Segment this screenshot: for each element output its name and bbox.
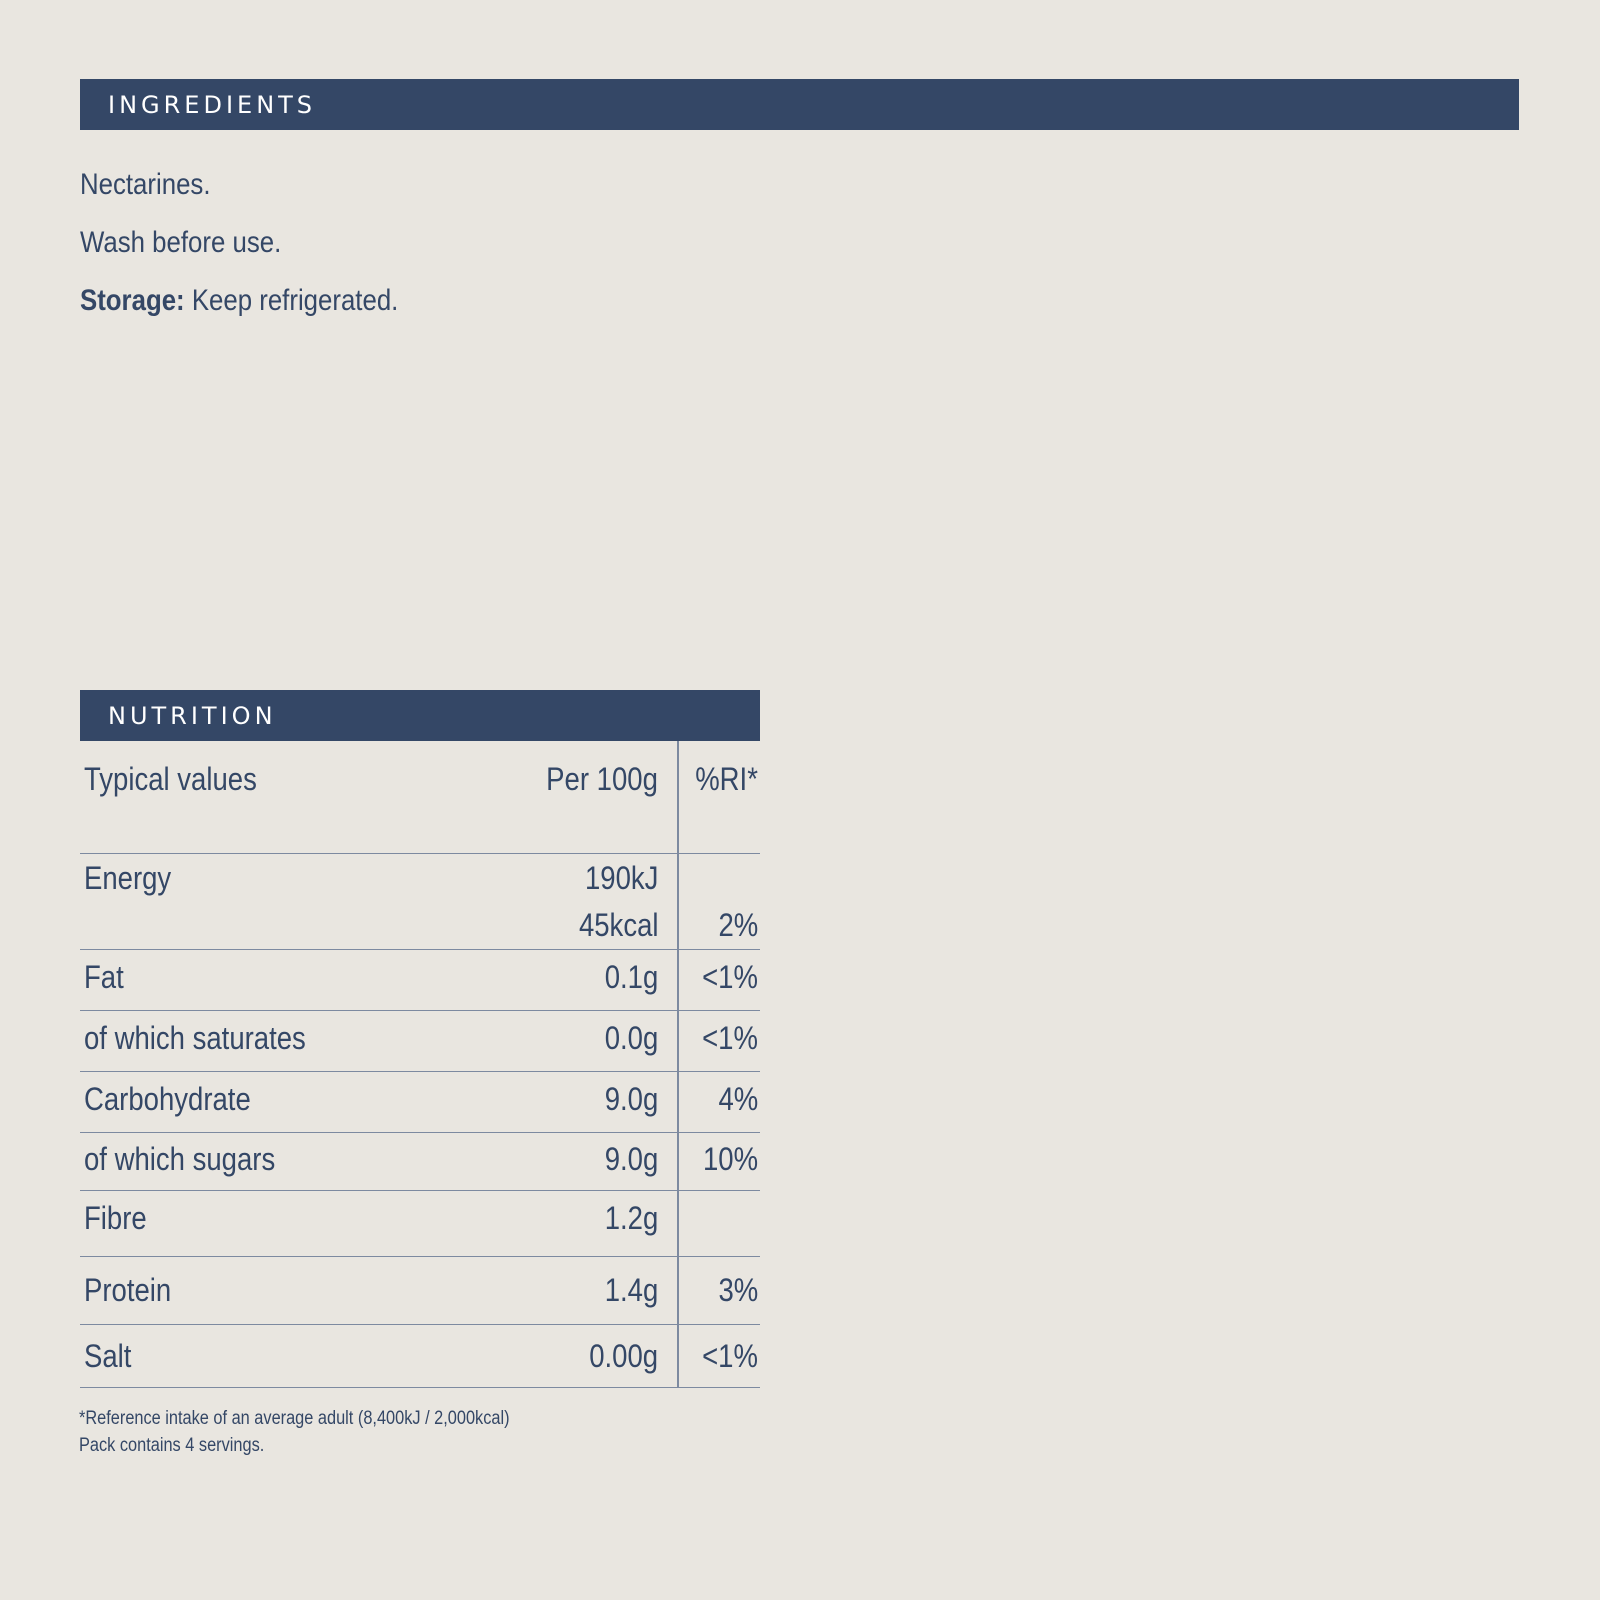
usage-instruction: Wash before use. xyxy=(80,226,282,259)
table-row-fat: Fat 0.1g <1% xyxy=(80,949,760,1011)
row-value: 0.1g xyxy=(604,959,658,995)
row-ri: 3% xyxy=(718,1272,758,1308)
storage-instruction: Storage: Keep refrigerated. xyxy=(80,284,398,318)
row-value: 1.2g xyxy=(604,1200,658,1236)
column-divider xyxy=(677,741,679,1388)
row-value: 0.0g xyxy=(604,1020,658,1056)
table-row-energy: Energy 190kJ 45kcal 2% xyxy=(80,853,760,950)
nutrition-header: NUTRITION xyxy=(80,690,760,741)
row-label: Energy xyxy=(84,860,172,896)
row-ri: 4% xyxy=(718,1081,758,1117)
storage-label: Storage: xyxy=(80,284,185,317)
row-label: Salt xyxy=(84,1338,132,1374)
row-ri: <1% xyxy=(702,1338,758,1374)
table-header-row: Typical values Per 100g %RI* xyxy=(80,741,760,854)
row-label: of which saturates xyxy=(84,1020,306,1056)
row-ri: <1% xyxy=(702,1020,758,1056)
row-value: 0.00g xyxy=(589,1338,658,1374)
row-label: Carbohydrate xyxy=(84,1081,251,1117)
storage-text: Keep refrigerated. xyxy=(184,284,399,317)
row-label: of which sugars xyxy=(84,1141,276,1177)
table-row-sugars: of which sugars 9.0g 10% xyxy=(80,1132,760,1191)
row-value-kcal: 45kcal xyxy=(578,907,658,943)
table-row-protein: Protein 1.4g 3% xyxy=(80,1256,760,1325)
row-ri: 10% xyxy=(702,1141,758,1177)
row-ri: <1% xyxy=(702,959,758,995)
reference-intake-footnote: *Reference intake of an average adult (8… xyxy=(79,1408,510,1429)
servings-footnote: Pack contains 4 servings. xyxy=(79,1435,265,1456)
column-header-typical-values: Typical values xyxy=(84,761,257,797)
ingredients-title: INGREDIENTS xyxy=(108,90,317,119)
table-row-carbohydrate: Carbohydrate 9.0g 4% xyxy=(80,1071,760,1133)
row-value: 9.0g xyxy=(604,1081,658,1117)
table-row-fibre: Fibre 1.2g xyxy=(80,1190,760,1257)
row-label: Fibre xyxy=(84,1200,147,1236)
ingredients-header: INGREDIENTS xyxy=(80,79,1519,130)
row-value-kj: 190kJ xyxy=(584,860,658,896)
row-ri: 2% xyxy=(718,907,758,943)
column-header-ri: %RI* xyxy=(695,761,758,797)
column-header-per-100g: Per 100g xyxy=(546,761,658,797)
table-row-saturates: of which saturates 0.0g <1% xyxy=(80,1010,760,1072)
nutrition-title: NUTRITION xyxy=(108,701,277,730)
row-label: Fat xyxy=(84,959,124,995)
ingredients-text: Nectarines. xyxy=(80,168,211,201)
row-label: Protein xyxy=(84,1272,172,1308)
table-row-salt: Salt 0.00g <1% xyxy=(80,1324,760,1388)
row-value: 1.4g xyxy=(604,1272,658,1308)
row-value: 9.0g xyxy=(604,1141,658,1177)
